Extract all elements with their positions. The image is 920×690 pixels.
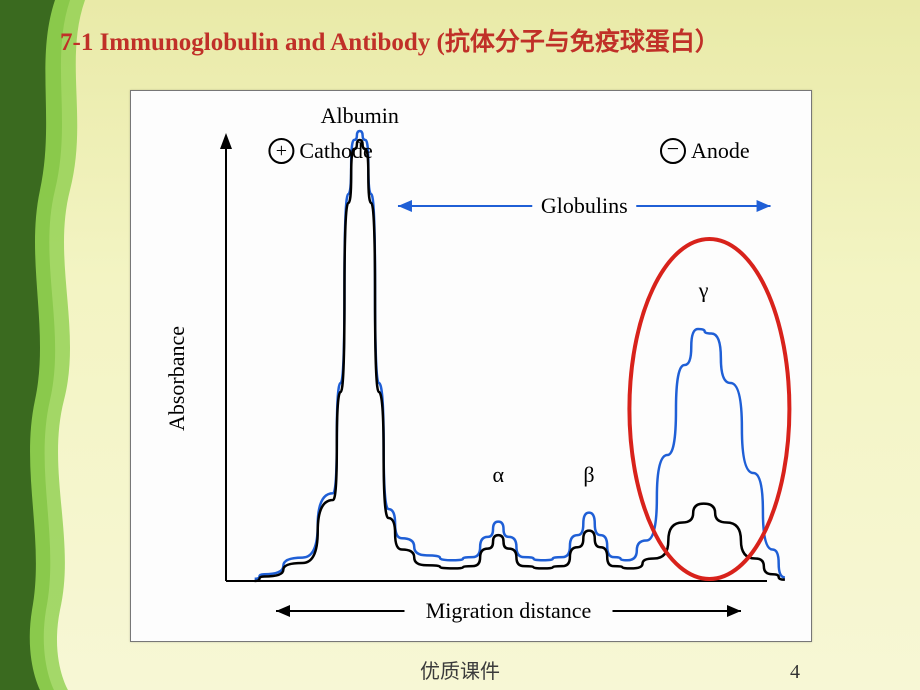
- slide-title: 7-1 Immunoglobulin and Antibody (抗体分子与免疫…: [60, 22, 900, 58]
- svg-text:Absorbance: Absorbance: [164, 326, 189, 431]
- page-number: 4: [790, 661, 800, 684]
- svg-text:+: +: [276, 140, 287, 162]
- gamma-highlight: [629, 239, 789, 579]
- curve-immunized: [255, 131, 785, 579]
- cathode-label: Cathode: [299, 138, 372, 163]
- footer-label: 优质课件: [0, 655, 920, 684]
- anode-label: Anode: [691, 138, 750, 163]
- albumin-label: Albumin: [321, 103, 399, 128]
- electrophoresis-chart: Absorbance + Cathode −Anode Albumin Globulins…: [130, 90, 812, 642]
- alpha-label: α: [493, 462, 505, 487]
- left-accent: [0, 0, 90, 690]
- gamma-label: γ: [698, 278, 709, 303]
- xlabel: Migration distance: [426, 598, 592, 623]
- svg-text:−: −: [667, 136, 679, 161]
- beta-label: β: [583, 462, 594, 487]
- slide: 7-1 Immunoglobulin and Antibody (抗体分子与免疫…: [0, 0, 920, 690]
- globulins-label: Globulins: [541, 193, 628, 218]
